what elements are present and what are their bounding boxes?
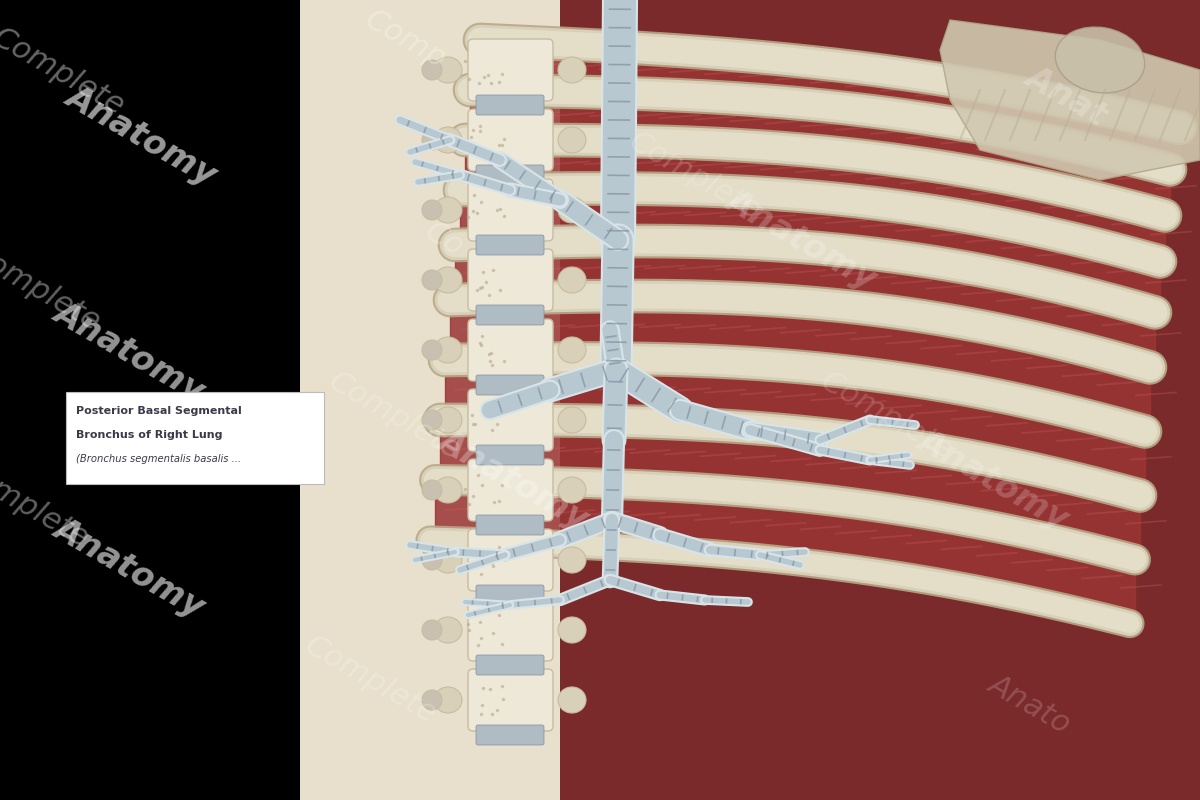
Ellipse shape bbox=[558, 267, 586, 293]
Ellipse shape bbox=[422, 60, 442, 80]
Ellipse shape bbox=[558, 407, 586, 433]
Ellipse shape bbox=[434, 267, 462, 293]
Text: Complete: Complete bbox=[300, 630, 442, 730]
Ellipse shape bbox=[434, 687, 462, 713]
Ellipse shape bbox=[558, 197, 586, 223]
Bar bbox=[560, 0, 1200, 800]
Ellipse shape bbox=[422, 410, 442, 430]
FancyBboxPatch shape bbox=[468, 319, 553, 381]
FancyBboxPatch shape bbox=[66, 392, 324, 484]
Ellipse shape bbox=[558, 687, 586, 713]
FancyBboxPatch shape bbox=[476, 95, 544, 115]
FancyBboxPatch shape bbox=[476, 235, 544, 255]
Text: Complete: Complete bbox=[0, 454, 94, 554]
Ellipse shape bbox=[422, 340, 442, 360]
Text: Co: Co bbox=[420, 218, 469, 262]
Ellipse shape bbox=[434, 617, 462, 643]
FancyBboxPatch shape bbox=[476, 585, 544, 605]
Text: Anatomy: Anatomy bbox=[720, 184, 882, 296]
Ellipse shape bbox=[422, 130, 442, 150]
Text: (Bronchus segmentalis basalis ...: (Bronchus segmentalis basalis ... bbox=[76, 454, 240, 464]
Text: Anatomy: Anatomy bbox=[60, 80, 222, 192]
Text: Anatomy: Anatomy bbox=[48, 512, 210, 624]
FancyBboxPatch shape bbox=[476, 445, 544, 465]
Ellipse shape bbox=[558, 547, 586, 573]
Ellipse shape bbox=[558, 127, 586, 153]
Text: Anat: Anat bbox=[1020, 60, 1112, 132]
Ellipse shape bbox=[558, 57, 586, 83]
Ellipse shape bbox=[558, 337, 586, 363]
FancyBboxPatch shape bbox=[476, 305, 544, 325]
Ellipse shape bbox=[434, 407, 462, 433]
FancyBboxPatch shape bbox=[468, 599, 553, 661]
FancyBboxPatch shape bbox=[468, 249, 553, 311]
FancyBboxPatch shape bbox=[468, 459, 553, 521]
Ellipse shape bbox=[422, 270, 442, 290]
FancyBboxPatch shape bbox=[468, 529, 553, 591]
FancyBboxPatch shape bbox=[476, 725, 544, 745]
Text: Bronchus of Right Lung: Bronchus of Right Lung bbox=[76, 430, 222, 440]
Ellipse shape bbox=[558, 617, 586, 643]
Ellipse shape bbox=[434, 127, 462, 153]
Text: Anatomy: Anatomy bbox=[912, 424, 1074, 536]
Bar bbox=[300, 0, 580, 800]
Ellipse shape bbox=[422, 690, 442, 710]
Text: Complete: Complete bbox=[324, 366, 466, 466]
FancyBboxPatch shape bbox=[476, 515, 544, 535]
Ellipse shape bbox=[422, 480, 442, 500]
Ellipse shape bbox=[434, 547, 462, 573]
FancyBboxPatch shape bbox=[468, 109, 553, 171]
Ellipse shape bbox=[422, 200, 442, 220]
Ellipse shape bbox=[422, 620, 442, 640]
Ellipse shape bbox=[434, 197, 462, 223]
Ellipse shape bbox=[1055, 27, 1145, 93]
FancyBboxPatch shape bbox=[476, 375, 544, 395]
FancyBboxPatch shape bbox=[476, 165, 544, 185]
Text: Complete: Complete bbox=[0, 22, 130, 122]
Ellipse shape bbox=[434, 337, 462, 363]
Text: Posterior Basal Segmental: Posterior Basal Segmental bbox=[76, 406, 241, 416]
FancyBboxPatch shape bbox=[468, 39, 553, 101]
FancyBboxPatch shape bbox=[468, 669, 553, 731]
Text: Anato: Anato bbox=[984, 669, 1076, 739]
Polygon shape bbox=[940, 20, 1200, 180]
Ellipse shape bbox=[434, 477, 462, 503]
FancyBboxPatch shape bbox=[468, 389, 553, 451]
Text: Comp: Comp bbox=[360, 5, 451, 75]
Text: Anatomy: Anatomy bbox=[432, 424, 594, 536]
Ellipse shape bbox=[434, 57, 462, 83]
Text: Complete: Complete bbox=[624, 126, 766, 226]
Text: Complete: Complete bbox=[0, 238, 106, 338]
FancyBboxPatch shape bbox=[468, 179, 553, 241]
Text: Anatomy: Anatomy bbox=[48, 296, 210, 408]
Ellipse shape bbox=[422, 550, 442, 570]
Text: Complete: Complete bbox=[816, 366, 958, 466]
FancyBboxPatch shape bbox=[476, 655, 544, 675]
Ellipse shape bbox=[558, 477, 586, 503]
